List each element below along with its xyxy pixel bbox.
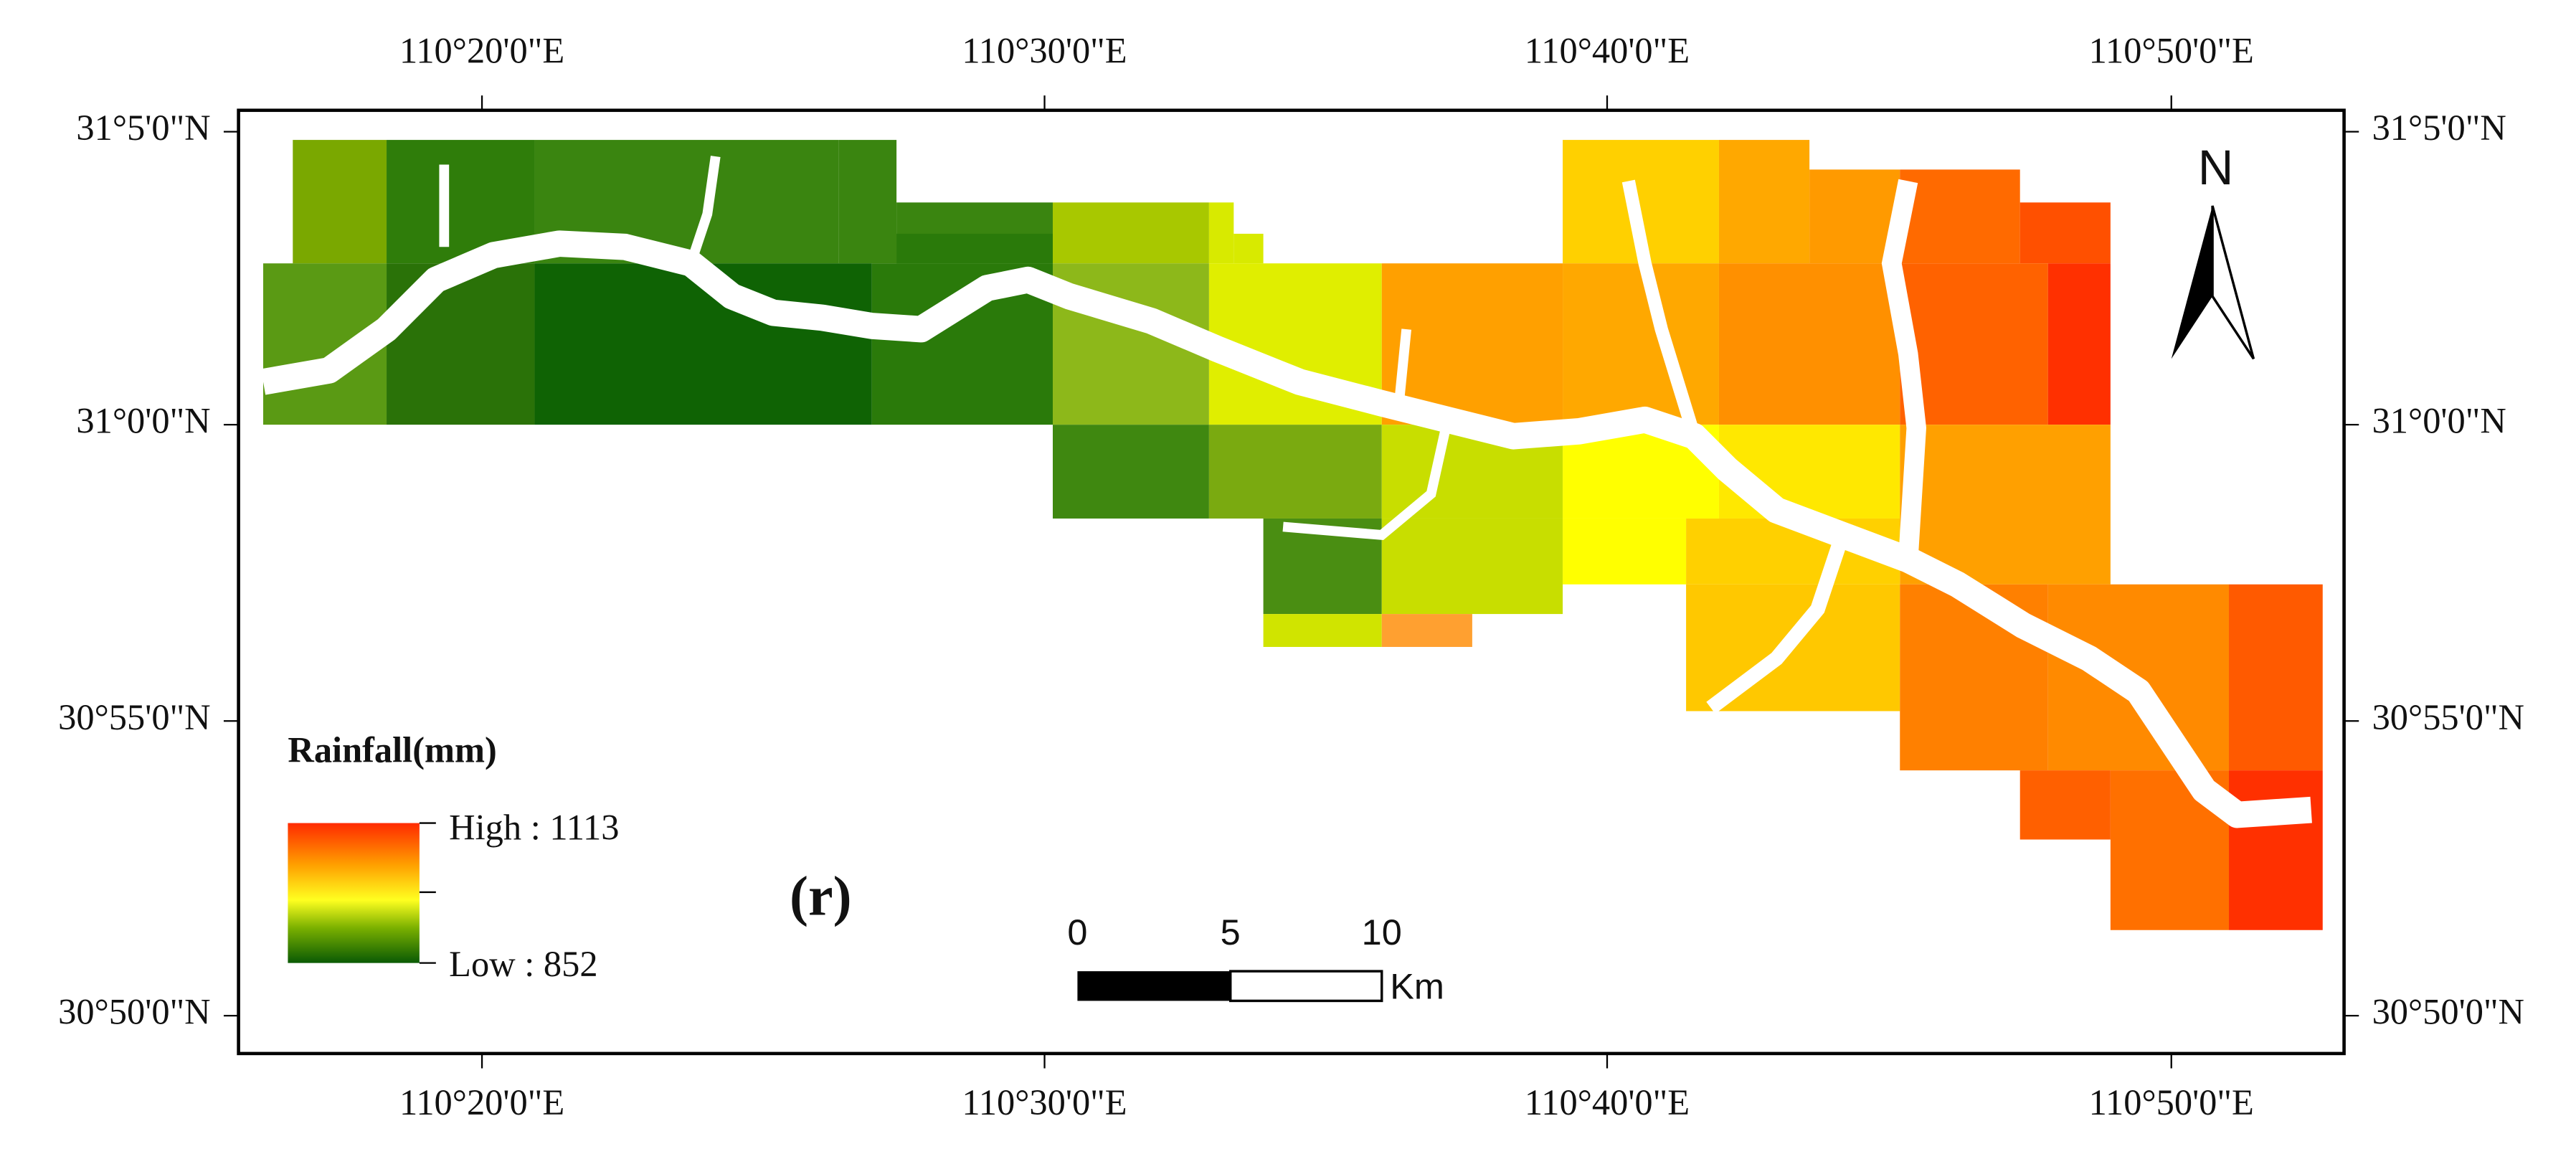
lon-label-top: 110°40'0"E	[1525, 30, 1690, 70]
rainfall-cell	[1052, 425, 1209, 519]
river-branch	[1621, 179, 1701, 438]
rainfall-cell	[387, 263, 535, 425]
lon-label-top: 110°20'0"E	[399, 30, 564, 70]
lat-label-right: 30°50'0"N	[2372, 992, 2524, 1032]
rainfall-cell	[2019, 202, 2111, 264]
rainfall-cell	[1563, 263, 1719, 425]
rainfall-cell	[2229, 770, 2323, 930]
lat-label-right: 31°5'0"N	[2372, 108, 2506, 148]
legend-low: Low : 852	[449, 944, 597, 984]
lon-label-top: 110°30'0"E	[962, 30, 1127, 70]
rainfall-cell	[1718, 263, 1900, 425]
lon-label-bottom: 110°40'0"E	[1525, 1082, 1690, 1122]
lat-label-right: 31°0'0"N	[2372, 401, 2506, 441]
river-branch	[439, 156, 1411, 412]
rainfall-cell	[1381, 614, 1472, 647]
rainfall-cell	[534, 263, 872, 425]
lat-label-left: 31°5'0"N	[76, 108, 210, 148]
rainfall-cell	[1263, 614, 1382, 647]
lat-label-left: 30°55'0"N	[58, 697, 210, 737]
rainfall-cell	[1900, 425, 2111, 585]
legend-title: Rainfall(mm)	[288, 730, 496, 770]
lon-label-top: 110°50'0"E	[2089, 30, 2254, 70]
scale-bar-black	[1077, 971, 1231, 1001]
rainfall-cell	[1233, 233, 1264, 264]
rainfall-cell	[896, 233, 1053, 264]
north-arrow	[2171, 205, 2213, 359]
river	[260, 230, 2312, 828]
rainfall-cell	[838, 140, 897, 264]
rainfall-cell	[2019, 770, 2111, 840]
rainfall-cell	[1208, 425, 1382, 519]
rainfall-cell	[2229, 584, 2323, 771]
rainfall-cell	[293, 140, 387, 264]
legend-high: High : 1113	[449, 808, 619, 848]
lon-label-bottom: 110°20'0"E	[399, 1082, 564, 1122]
lat-label-right: 30°55'0"N	[2372, 697, 2524, 737]
rainfall-cell	[1052, 202, 1209, 264]
graticule: 110°20'0"E 110°20'0"E 110°30'0"E 110°30'0"E…	[58, 30, 2524, 1122]
rainfall-cell	[1381, 518, 1563, 615]
scale-label: 10	[1362, 912, 1402, 952]
scale-bar-white	[1228, 970, 1383, 1003]
rainfall-cell	[1208, 202, 1234, 264]
lon-label-bottom: 110°30'0"E	[962, 1082, 1127, 1122]
rainfall-cell	[1900, 263, 2048, 425]
lat-label-left: 30°50'0"N	[58, 992, 210, 1032]
scale-unit: Km	[1390, 966, 1444, 1007]
rainfall-cell	[2047, 263, 2111, 425]
legend-ramp	[288, 823, 420, 963]
lat-label-left: 31°0'0"N	[76, 401, 210, 441]
north-label: N	[2198, 140, 2234, 195]
panel-label: (r)	[790, 865, 852, 927]
river-branch	[1282, 418, 1453, 541]
scale-label: 0	[1067, 912, 1087, 952]
map-frame	[237, 108, 2346, 1056]
lon-label-bottom: 110°50'0"E	[2089, 1082, 2254, 1122]
river-branch	[1706, 532, 1850, 714]
rainfall-cell	[1563, 518, 1687, 585]
scale-label: 5	[1221, 912, 1241, 952]
rainfall-cell	[1718, 140, 1810, 264]
river-branch	[1881, 179, 1927, 561]
rainfall-cell	[1900, 169, 2020, 264]
north-arrow	[2211, 205, 2255, 360]
